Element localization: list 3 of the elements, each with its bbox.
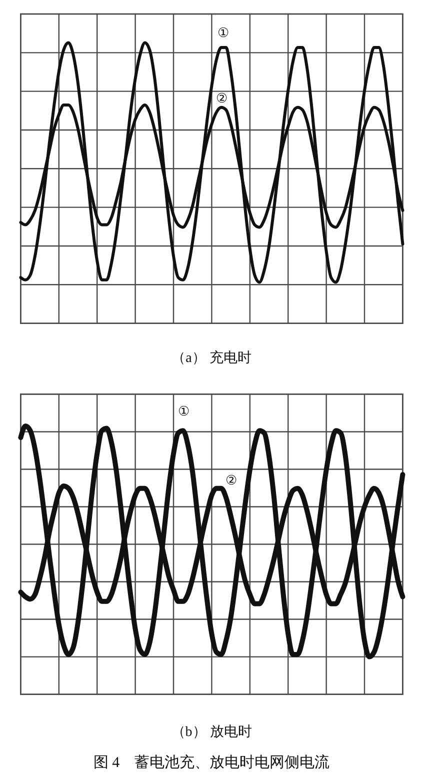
annotation: 图 4 蓄电池充、放电时电网侧电流 — [93, 755, 330, 771]
title: （b） 放电时 — [171, 724, 252, 740]
title: （a） 充电时 — [172, 350, 252, 366]
